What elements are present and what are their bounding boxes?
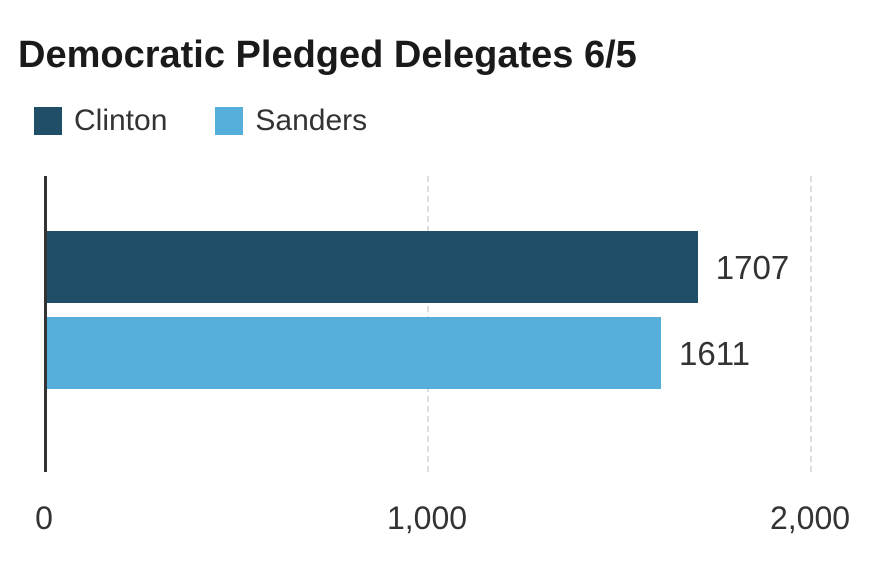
bar-value-label: 1707 xyxy=(716,249,789,287)
x-tick-label: 1,000 xyxy=(387,500,467,537)
bar-value-label: 1611 xyxy=(679,335,750,373)
legend-swatch xyxy=(215,107,243,135)
legend-swatch xyxy=(34,107,62,135)
chart-title: Democratic Pledged Delegates 6/5 xyxy=(18,34,637,77)
bar-clinton xyxy=(47,231,698,303)
x-tick-label: 0 xyxy=(35,500,53,537)
delegate-chart: Democratic Pledged Delegates 6/5 Clinton… xyxy=(0,0,880,566)
legend: Clinton Sanders xyxy=(34,104,367,138)
legend-label: Clinton xyxy=(74,104,167,138)
legend-item-clinton: Clinton xyxy=(34,104,167,138)
gridline xyxy=(810,176,812,472)
legend-label: Sanders xyxy=(255,104,367,138)
x-tick-label: 2,000 xyxy=(770,500,850,537)
legend-item-sanders: Sanders xyxy=(215,104,367,138)
bar-sanders xyxy=(47,317,661,389)
